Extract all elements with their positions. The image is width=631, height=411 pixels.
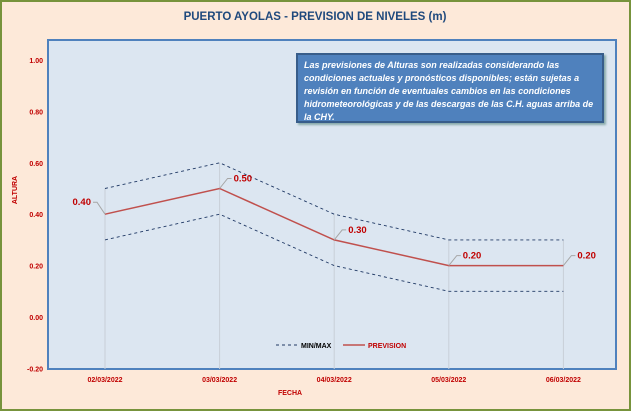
data-label-leader (219, 178, 232, 189)
data-label-leader (93, 201, 106, 215)
y-tick-label: -0.20 (27, 366, 43, 373)
legend-minmax-label: MIN/MAX (301, 343, 332, 350)
min-series-line (104, 213, 564, 292)
y-tick-label: 0.40 (29, 212, 43, 219)
x-tick-label: 05/03/2022 (431, 377, 466, 384)
data-label-leader (448, 255, 461, 266)
x-axis-label: FECHA (278, 390, 302, 397)
y-tick-label: 0.00 (29, 315, 43, 322)
max-series-line (104, 162, 564, 241)
data-label: 0.20 (577, 251, 596, 262)
data-label-leader (333, 229, 347, 241)
x-tick-label: 03/03/2022 (202, 377, 237, 384)
annotation-box: Las previsiones de Alturas son realizada… (296, 53, 604, 123)
legend-prevision-label: PREVISION (368, 343, 406, 350)
data-label: 0.30 (348, 225, 367, 236)
y-tick-label: 0.60 (29, 161, 43, 168)
y-tick-label: 0.20 (29, 264, 43, 271)
chart-title: PUERTO AYOLAS - PREVISION DE NIVELES (m) (184, 11, 447, 23)
y-axis-label: ALTURA (12, 176, 19, 204)
x-tick-label: 06/03/2022 (546, 377, 581, 384)
x-tick-label: 04/03/2022 (317, 377, 352, 384)
data-label: 0.40 (73, 197, 92, 208)
data-label: 0.50 (234, 174, 253, 185)
y-tick-label: 1.00 (29, 58, 43, 65)
data-label: 0.20 (463, 251, 482, 262)
x-tick-label: 02/03/2022 (87, 377, 122, 384)
y-tick-label: 0.80 (29, 109, 43, 116)
data-label-leader (563, 255, 576, 266)
